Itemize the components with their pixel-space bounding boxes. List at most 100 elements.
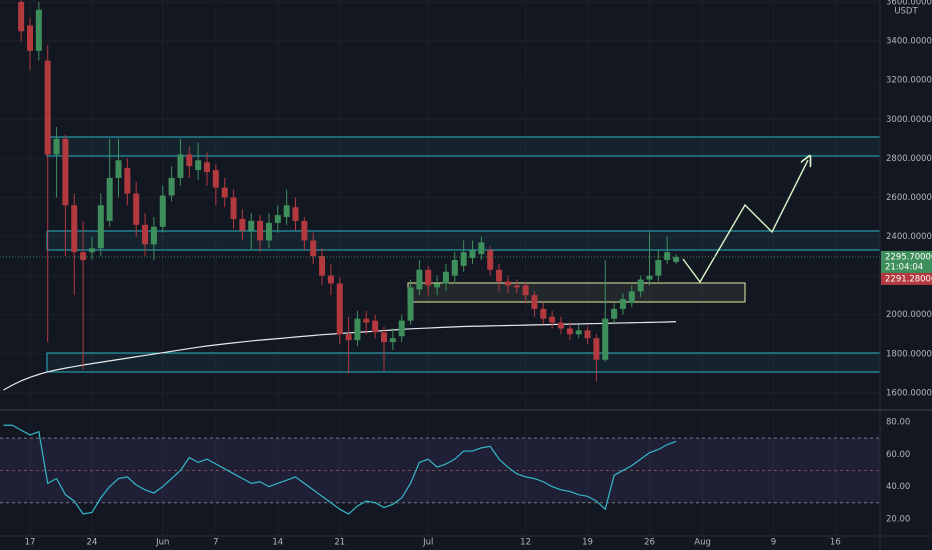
candle-body (53, 138, 60, 155)
candle-body (434, 283, 441, 288)
candle-body (575, 330, 582, 335)
candle-body (345, 334, 352, 341)
candle-body (504, 281, 511, 286)
candle-body (274, 215, 281, 223)
second-price-tag (881, 272, 932, 285)
candle-body (478, 242, 485, 255)
y-tick-label: 3000.000000 (886, 115, 932, 125)
candle-body (558, 322, 564, 329)
rsi-tick-label: 20.00 (886, 514, 910, 524)
candle-body (142, 224, 149, 245)
zone (46, 352, 880, 373)
candle-body (425, 269, 432, 286)
y-tick-label: 2400.000000 (886, 232, 932, 242)
last-price-label: 2295.700000 (885, 252, 932, 262)
candle-body (212, 170, 219, 188)
candle-body (628, 291, 635, 304)
candle-body (239, 218, 246, 231)
candle-body (646, 275, 653, 280)
candle-body (310, 240, 317, 257)
candle-body (389, 338, 396, 343)
x-tick-label: 14 (272, 538, 283, 548)
y-tick-label: 2000.000000 (886, 310, 932, 320)
axes: 17 24 Jun 7 14 21 Jul 12 19 26 Aug 9 16 1600.000000 18… (25, 0, 932, 548)
y-tick-label: 3200.000000 (886, 76, 932, 86)
x-tick-label: 16 (830, 538, 841, 548)
x-tick-label: Jun (155, 538, 169, 548)
candle-body (150, 226, 157, 245)
candle-body (460, 252, 467, 266)
projection-arrow (682, 160, 808, 284)
countdown-label: 21:04:04 (885, 262, 923, 272)
price-pane (0, 0, 880, 391)
y-tick-label: 1800.000000 (886, 349, 932, 359)
candle-body (496, 269, 503, 282)
candle-body (319, 256, 326, 276)
candle-body (97, 205, 104, 249)
candle-body (88, 248, 95, 253)
candle-body (664, 252, 671, 261)
candle-body (283, 205, 290, 218)
candle-body (522, 285, 529, 296)
candle-body (115, 160, 122, 178)
zone (407, 282, 746, 303)
candle-body (540, 308, 547, 319)
candle-body (593, 338, 600, 360)
candle-body (673, 256, 680, 262)
candle-body (354, 318, 361, 341)
y-tick-label: 1600.000000 (886, 388, 932, 398)
candle-body (71, 205, 78, 253)
x-tick-label: 12 (520, 538, 531, 548)
x-tick-label: Aug (694, 538, 711, 548)
candle-body (27, 25, 33, 51)
candle-body (381, 332, 387, 343)
candle-body (186, 154, 193, 167)
candle-body (637, 279, 644, 292)
candle-body (159, 195, 166, 227)
candle-body (566, 328, 573, 335)
candle-body (619, 299, 626, 309)
candle-body (35, 9, 42, 51)
zone (46, 136, 880, 157)
y-tick-label: 3600.000000 (886, 0, 932, 7)
candle-body (549, 316, 556, 323)
candle-body (611, 308, 618, 319)
candle-body (248, 220, 255, 231)
candle-body (584, 330, 591, 339)
x-tick-label: 26 (644, 538, 655, 548)
candle-body (257, 220, 264, 241)
y-tick-label: 3400.000000 (886, 37, 932, 47)
candle-body (292, 207, 299, 221)
candle-body (124, 168, 131, 194)
candle-body (602, 318, 609, 360)
candle-body (363, 318, 370, 323)
x-tick-label: 17 (25, 538, 36, 548)
x-tick-label: 9 (771, 538, 776, 548)
candle-body (195, 160, 202, 171)
x-tick-label: 19 (582, 538, 593, 548)
x-tick-label: Jul (422, 538, 433, 548)
candle-body (80, 252, 87, 261)
x-tick-label: 7 (213, 538, 218, 548)
candle-body (204, 162, 210, 173)
candle-body (407, 287, 414, 321)
candle-body (398, 320, 405, 337)
candle-body (265, 222, 272, 241)
candle-body (336, 283, 343, 335)
candle-body (106, 177, 113, 221)
currency-label: USDT (894, 7, 918, 17)
second-price-label: 2291.280000 (885, 274, 932, 284)
last-price-tag (881, 250, 932, 273)
candle-body (44, 60, 51, 155)
candle-body (655, 260, 662, 276)
rsi-tick-label: 40.00 (886, 482, 910, 492)
candle-body (62, 138, 69, 206)
rsi-tick-label: 60.00 (886, 450, 910, 460)
y-tick-label: 2600.000000 (886, 193, 932, 203)
candle-body (416, 269, 423, 290)
candle-body (327, 275, 334, 284)
y-tick-label: 2800.000000 (886, 154, 932, 164)
